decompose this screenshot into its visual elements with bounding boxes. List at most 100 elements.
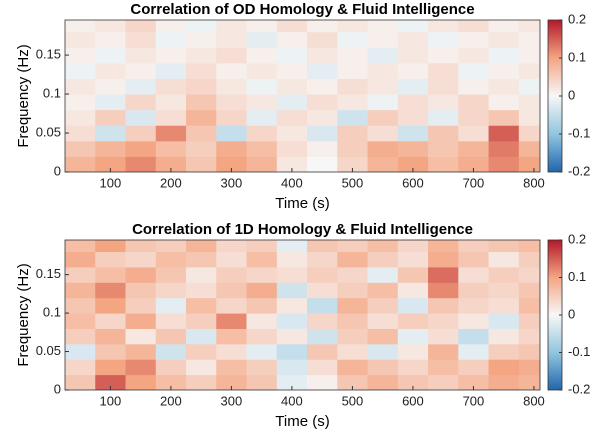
heatmap-cell [337,282,369,299]
colorbar-tick-label: 0.2 [568,11,586,26]
heatmap-cell [65,282,96,299]
heatmap-cell [276,297,308,314]
heatmap-cell [246,266,278,283]
heatmap-cell [155,282,187,299]
heatmap-cell [95,156,127,172]
heatmap-cell [186,109,217,126]
heatmap-cell [95,20,127,33]
heatmap-cell [65,47,96,64]
heatmap-cell [216,266,248,283]
heatmap-cell [186,282,217,299]
heatmap-cell [125,282,157,299]
heatmap-cell [125,125,157,142]
heatmap-cell [428,240,459,253]
heatmap-cell [246,251,278,268]
x-tick-label: 800 [523,175,545,190]
heatmap-cell [367,251,399,268]
heatmap-cell [428,109,459,126]
heatmap-cell [186,240,217,253]
heatmap-cell [155,62,187,79]
heatmap-cell [246,359,278,376]
heatmap-cell [155,109,187,126]
heatmap-cell [125,78,157,95]
heatmap-cell [458,297,490,314]
heatmap-cell [155,20,187,33]
heatmap-cell [155,156,187,172]
heatmap-cell [428,156,459,172]
heatmap-cell [488,94,520,111]
heatmap-cell [428,266,459,283]
heatmap-cell [397,156,429,172]
heatmap-cell [367,359,399,376]
heatmap-cell [216,94,248,111]
heatmap-cell [337,240,369,253]
heatmap-cell [518,297,540,314]
heatmap-cell [518,240,540,253]
heatmap-cell [307,359,338,376]
colorbar-tick-label: 0.1 [568,49,586,64]
heatmap-cell [246,31,278,48]
heatmap-cell [216,282,248,299]
colorbar-tick-label: 0 [568,87,575,102]
heatmap-cell [246,109,278,126]
heatmap-cell [276,78,308,95]
heatmap-cell [246,47,278,64]
heatmap-cell [367,62,399,79]
heatmap-cell [276,156,308,172]
x-tick-label: 400 [281,175,303,190]
heatmap-cell [488,282,520,299]
heatmap-cell [155,31,187,48]
heatmap-cell [95,313,127,329]
heatmap-cell [337,94,369,111]
heatmap-cell [488,140,520,157]
heatmap-cell [216,140,248,157]
heatmap-cell [458,156,490,172]
heatmap-cell [367,78,399,95]
heatmap-cell [397,266,429,283]
heatmap-cell [337,266,369,283]
heatmap-cell [518,343,540,360]
heatmap-cell [95,240,127,253]
heatmap-cell [518,125,540,142]
heatmap-cell [458,374,490,390]
heatmap-cell [186,62,217,79]
heatmap-cell [397,47,429,64]
heatmap-cell [216,313,248,329]
plot-frame [64,19,541,173]
heatmap-cell [125,359,157,376]
heatmap-cell [155,297,187,314]
heatmap-cell [307,240,338,253]
heatmap-cell [95,31,127,48]
heatmap-cell [488,78,520,95]
heatmap-cell [458,20,490,33]
heatmap-cell [337,62,369,79]
heatmap-cell [65,343,96,360]
heatmap-cell [367,47,399,64]
heatmap-cell [276,240,308,253]
heatmap-cell [95,328,127,345]
heatmap-cell [186,343,217,360]
heatmap-cell [518,62,540,79]
heatmap-cell [216,125,248,142]
heatmap-cell [428,62,459,79]
heatmap-cell [488,109,520,126]
heatmap-cell [186,297,217,314]
heatmap-cell [95,94,127,111]
heatmap-cell [246,343,278,360]
heatmap-cell [397,78,429,95]
heatmap-cell [65,109,96,126]
heatmap-cell [428,297,459,314]
heatmap-cell [155,240,187,253]
heatmap-cell [337,251,369,268]
heatmap-cell [216,297,248,314]
heatmap-cell [337,109,369,126]
heatmap-cell [428,78,459,95]
heatmap-cell [367,282,399,299]
heatmap-cell [95,125,127,142]
heatmap-cell [337,31,369,48]
heatmap-cell [186,156,217,172]
heatmap-cell [186,94,217,111]
heatmap-cell [367,343,399,360]
heatmap-cell [95,109,127,126]
heatmap [65,20,540,172]
